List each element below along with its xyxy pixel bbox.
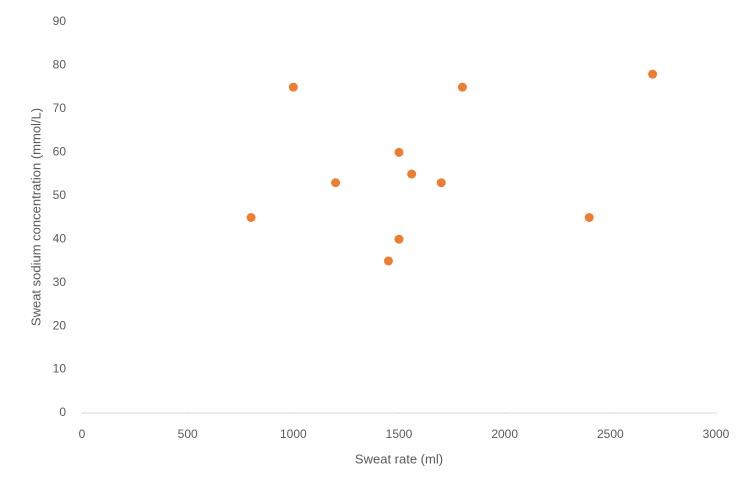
- x-tick-label: 500: [178, 427, 198, 441]
- x-axis-title: Sweat rate (ml): [355, 451, 443, 466]
- y-tick-label: 30: [53, 275, 67, 289]
- x-tick-label: 0: [79, 427, 86, 441]
- point: [331, 178, 341, 188]
- y-tick-label: 70: [53, 101, 67, 115]
- y-axis-title: Sweat sodium concentration (mmol/L): [28, 108, 43, 326]
- point: [394, 234, 404, 244]
- y-tick-label: 60: [53, 145, 67, 159]
- point: [457, 82, 467, 92]
- point: [436, 178, 446, 188]
- y-tick-label: 20: [53, 318, 67, 332]
- x-tick-label: 3000: [703, 427, 730, 441]
- y-tick-label: 80: [53, 58, 67, 72]
- x-tick-label: 1000: [280, 427, 307, 441]
- point: [246, 213, 256, 222]
- point: [648, 69, 658, 79]
- y-tick-label: 0: [59, 405, 66, 419]
- x-tick-label: 2500: [597, 427, 624, 441]
- x-tick-label: 1500: [386, 427, 413, 441]
- point: [584, 213, 594, 222]
- y-tick-label: 10: [53, 362, 67, 376]
- point: [407, 169, 417, 179]
- y-tick-label: 90: [53, 14, 67, 28]
- x-tick-label: 2000: [491, 427, 518, 441]
- y-tick-label: 40: [53, 231, 67, 245]
- point: [288, 82, 298, 92]
- y-tick-label: 50: [53, 188, 67, 202]
- point: [383, 256, 393, 266]
- point: [394, 147, 404, 157]
